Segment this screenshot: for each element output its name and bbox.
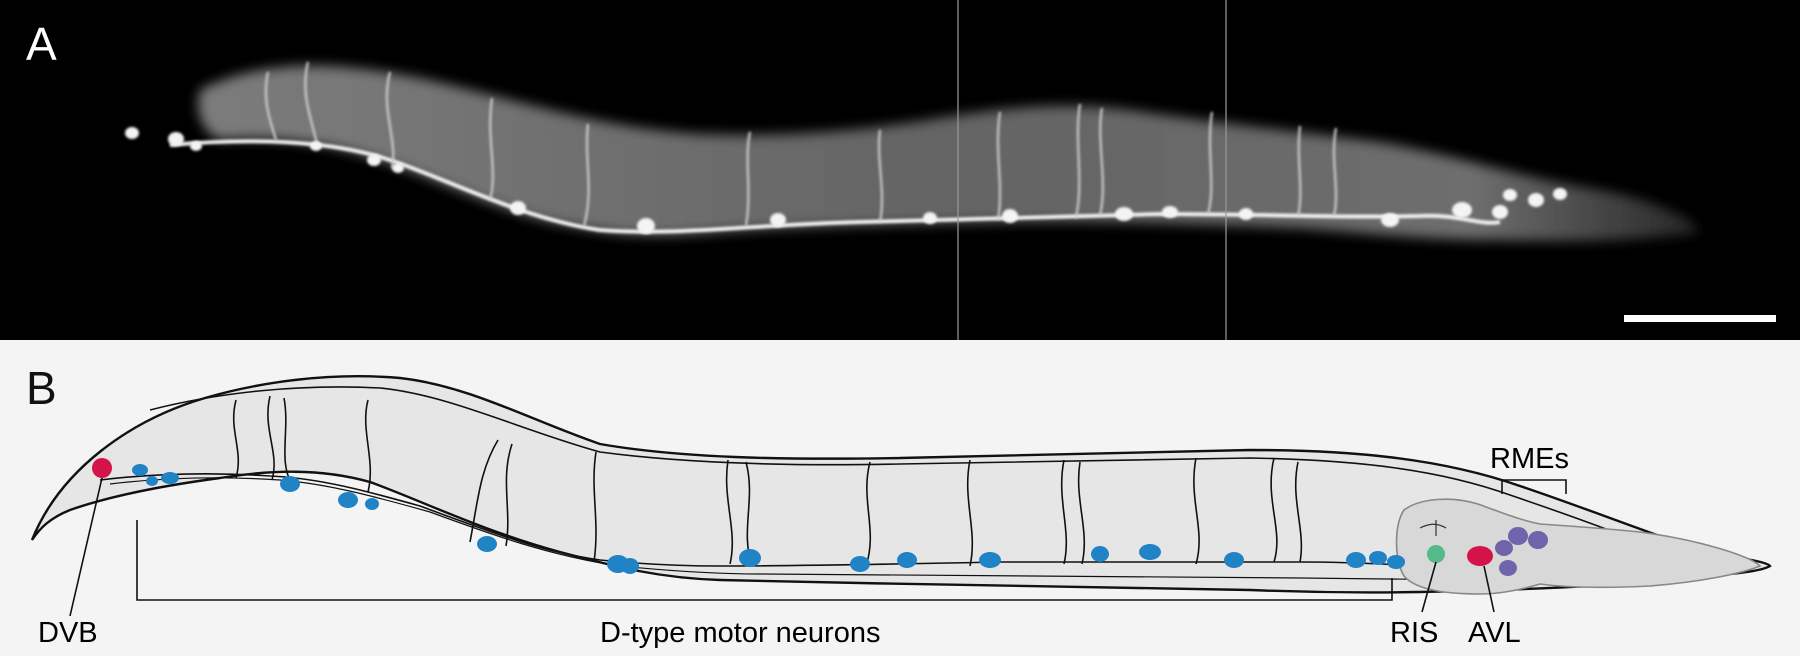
- rme-neuron: [1499, 560, 1517, 576]
- d-type-neuron: [1139, 544, 1161, 560]
- d-type-neuron: [1369, 551, 1387, 565]
- d-type-neuron: [1387, 555, 1405, 569]
- d-type-neuron: [365, 498, 379, 510]
- avl-neuron: [1467, 546, 1493, 566]
- dvb-neuron: [92, 458, 112, 478]
- ris-label: RIS: [1390, 617, 1438, 649]
- rmes-bracket: [1501, 479, 1567, 494]
- d-type-neuron: [146, 476, 158, 486]
- d-type-label: D-type motor neurons: [600, 617, 880, 649]
- scale-bar: [1624, 315, 1776, 322]
- d-type-neurons: [132, 464, 1405, 574]
- rme-neuron: [1508, 527, 1528, 545]
- d-type-neuron: [897, 552, 917, 568]
- avl-pointer: [1483, 565, 1495, 613]
- d-type-neuron: [739, 549, 761, 567]
- panel-b: B: [0, 340, 1800, 656]
- panel-b-label: B: [26, 362, 57, 414]
- ventral-nerve-cord: [169, 139, 1501, 234]
- d-type-neuron: [979, 552, 1001, 568]
- d-type-bracket: [136, 520, 1393, 601]
- rme-neuron: [1495, 540, 1513, 556]
- fluorescent-cell-bodies: [125, 127, 1567, 234]
- worm-outline: [30, 375, 1772, 594]
- dorsal-nerve-cord: [149, 386, 1651, 547]
- d-type-neuron: [850, 556, 870, 572]
- dvb-label: DVB: [38, 617, 98, 649]
- d-type-neuron: [621, 558, 639, 574]
- commissures: [264, 61, 1338, 227]
- d-type-neuron: [1346, 552, 1366, 568]
- d-type-neuron: [280, 476, 300, 492]
- rme-neuron: [1528, 531, 1548, 549]
- d-type-neuron: [161, 472, 179, 484]
- worm-fluorescence-body: [198, 65, 1701, 241]
- ris-neuron: [1427, 545, 1445, 563]
- avl-label: AVL: [1468, 617, 1521, 649]
- d-type-neuron: [1091, 546, 1109, 562]
- d-type-neuron: [1224, 552, 1244, 568]
- pharynx: [1395, 498, 1762, 595]
- d-type-neuron: [477, 536, 497, 552]
- rmes-label: RMEs: [1490, 443, 1569, 475]
- panel-a-label: A: [26, 18, 57, 70]
- rme-neurons: [1495, 527, 1548, 576]
- dvb-pointer: [69, 477, 103, 617]
- d-type-neuron: [338, 492, 358, 508]
- ris-pointer: [1421, 561, 1437, 613]
- pharynx-lumen: [1419, 520, 1447, 536]
- panel-a: A: [0, 0, 1800, 340]
- d-type-neuron: [132, 464, 148, 476]
